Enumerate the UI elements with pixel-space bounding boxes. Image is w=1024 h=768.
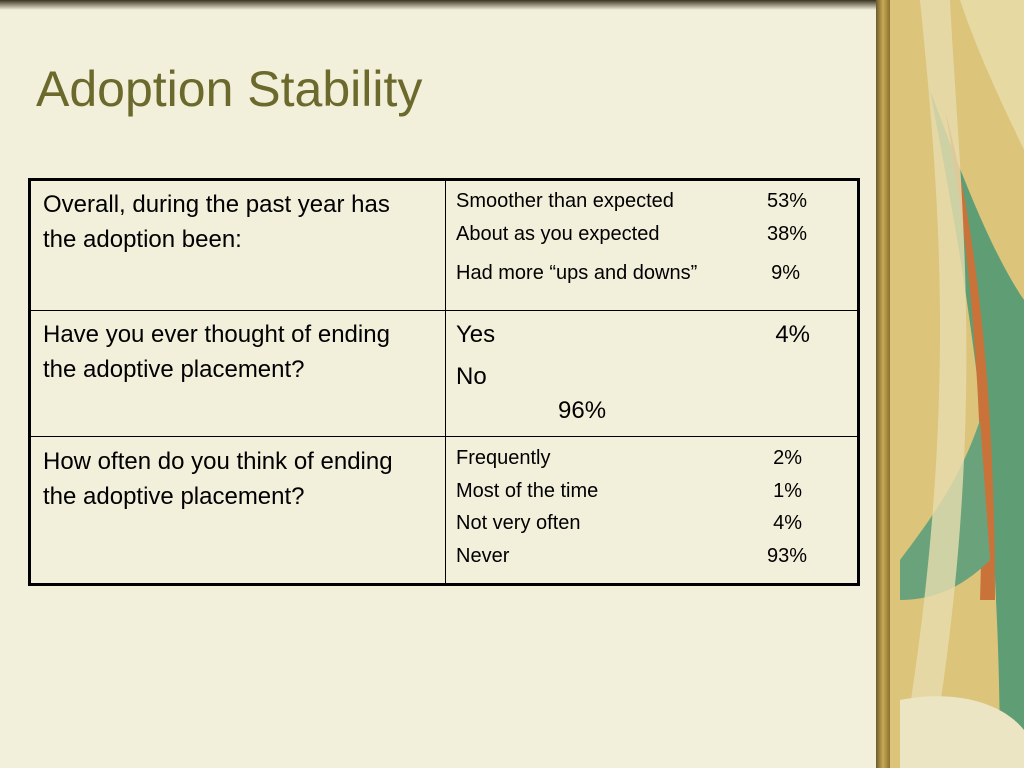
question: Have you ever thought of ending the adop… [43,321,390,383]
answer-label: Never [456,545,510,567]
answer-value: 38% [766,223,807,245]
answer-value: 9% [771,262,800,284]
slide-title: Adoption Stability [36,61,423,117]
answer-label: About as you expected [456,223,660,245]
answer-label: Frequently [456,447,551,469]
answer-label: Most of the time [456,480,599,502]
answer-label: Yes [456,321,496,348]
row-divider [31,436,857,437]
answer-value: 53% [766,190,807,212]
row-divider [31,310,857,311]
answer-value: 4% [773,512,802,534]
answer-value: 4% [775,321,810,348]
question: How often do you think of ending the ado… [43,448,393,510]
answer-label: Not very often [456,512,581,534]
answer-value: 96% [558,397,607,424]
answer-label: Had more “ups and downs” [456,262,698,284]
answer-value: 93% [766,545,807,567]
answer-label: No [456,363,487,390]
answer-value: 1% [773,480,802,502]
question: Overall, during the past year has the ad… [43,191,390,253]
column-divider [445,181,446,583]
table: Overall, during the past year has the ad… [28,178,860,586]
answer-label: Smoother than expected [456,190,674,212]
answer-value: 2% [773,447,802,469]
